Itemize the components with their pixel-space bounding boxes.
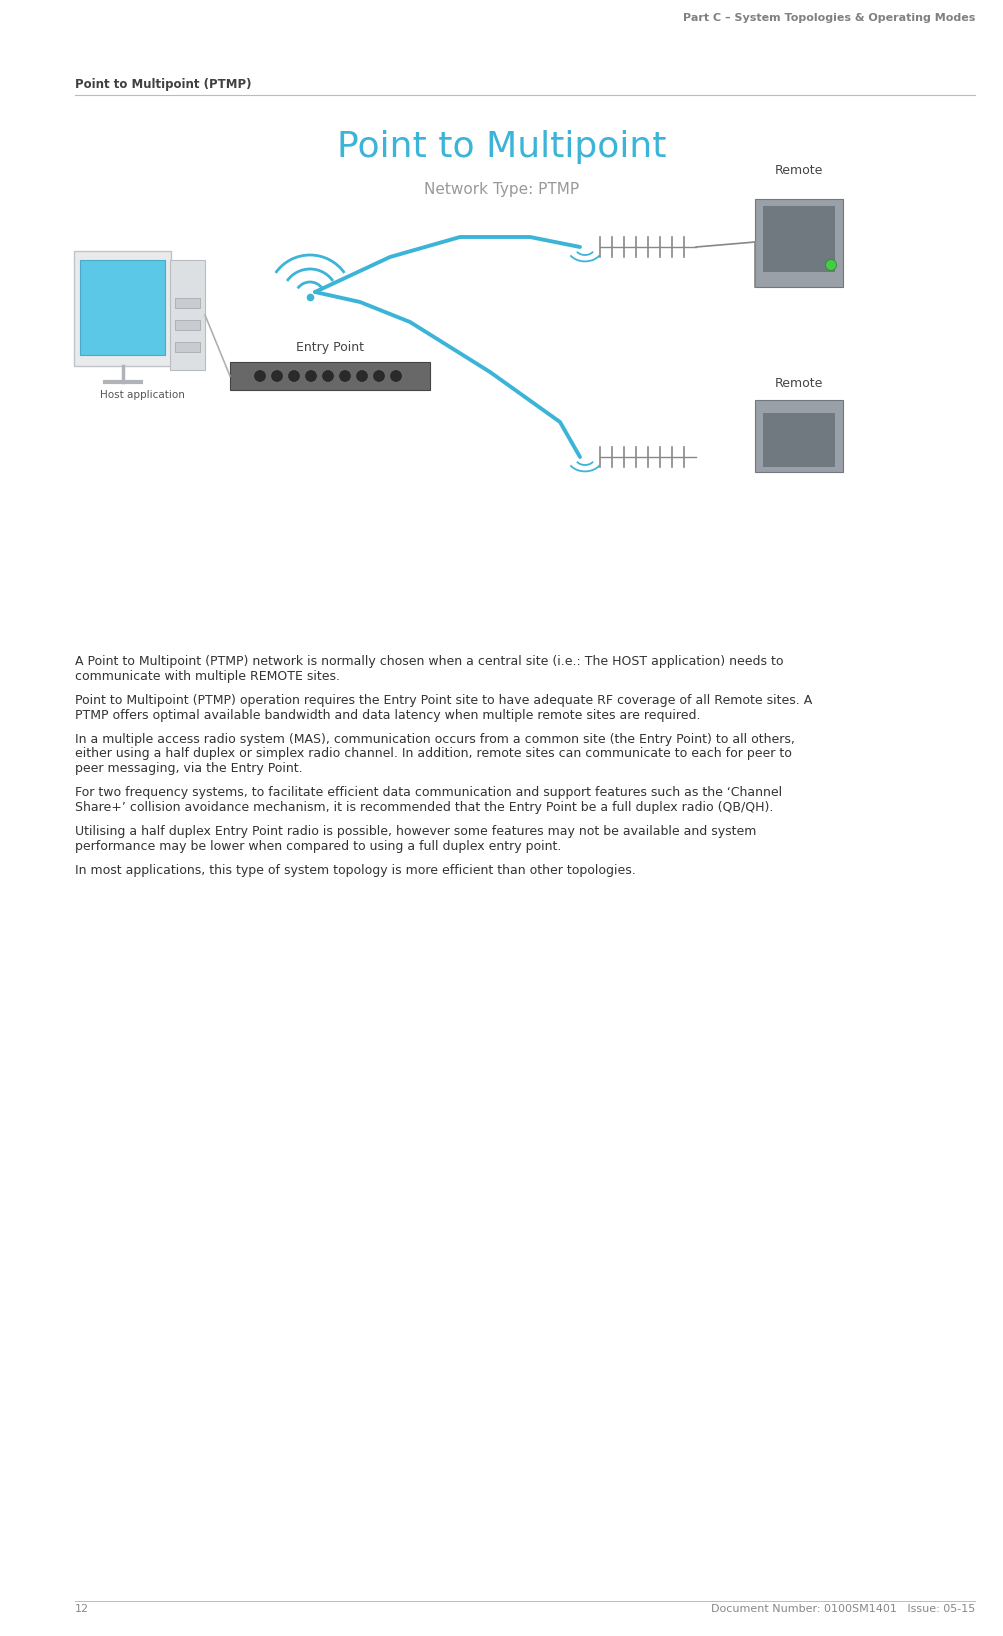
Text: Point to Multipoint: Point to Multipoint <box>337 129 666 164</box>
FancyBboxPatch shape <box>80 260 164 355</box>
FancyBboxPatch shape <box>754 399 843 473</box>
Text: In most applications, this type of system topology is more efficient than other : In most applications, this type of syste… <box>75 864 635 877</box>
FancyBboxPatch shape <box>230 362 429 389</box>
Circle shape <box>288 370 299 381</box>
Text: Remote: Remote <box>774 376 822 389</box>
Circle shape <box>824 260 835 270</box>
Circle shape <box>339 370 350 381</box>
Text: Entry Point: Entry Point <box>296 340 364 353</box>
Circle shape <box>322 370 333 381</box>
FancyBboxPatch shape <box>762 206 834 272</box>
Text: Part C – System Topologies & Operating Modes: Part C – System Topologies & Operating M… <box>682 13 974 23</box>
FancyBboxPatch shape <box>175 321 200 330</box>
Text: Share+’ collision avoidance mechanism, it is recommended that the Entry Point be: Share+’ collision avoidance mechanism, i… <box>75 802 772 815</box>
Text: Utilising a half duplex Entry Point radio is possible, however some features may: Utilising a half duplex Entry Point radi… <box>75 826 755 839</box>
Text: Network Type: PTMP: Network Type: PTMP <box>424 182 579 196</box>
Text: Point to Multipoint (PTMP) operation requires the Entry Point site to have adequ: Point to Multipoint (PTMP) operation req… <box>75 694 811 707</box>
Circle shape <box>271 370 282 381</box>
Text: PTMP offers optimal available bandwidth and data latency when multiple remote si: PTMP offers optimal available bandwidth … <box>75 708 700 721</box>
Text: A Point to Multipoint (PTMP) network is normally chosen when a central site (i.e: A Point to Multipoint (PTMP) network is … <box>75 654 782 667</box>
FancyBboxPatch shape <box>74 250 171 366</box>
Circle shape <box>390 370 401 381</box>
Circle shape <box>373 370 384 381</box>
Text: Point to Multipoint (PTMP): Point to Multipoint (PTMP) <box>75 79 251 92</box>
Text: Host application: Host application <box>100 389 185 399</box>
Text: For two frequency systems, to facilitate efficient data communication and suppor: For two frequency systems, to facilitate… <box>75 787 781 800</box>
FancyBboxPatch shape <box>175 298 200 308</box>
Text: Remote: Remote <box>774 164 822 177</box>
Text: communicate with multiple REMOTE sites.: communicate with multiple REMOTE sites. <box>75 669 340 682</box>
FancyBboxPatch shape <box>754 200 843 286</box>
FancyBboxPatch shape <box>175 342 200 352</box>
Text: 12: 12 <box>75 1603 89 1615</box>
Text: either using a half duplex or simplex radio channel. In addition, remote sites c: either using a half duplex or simplex ra… <box>75 748 791 761</box>
Text: performance may be lower when compared to using a full duplex entry point.: performance may be lower when compared t… <box>75 839 561 852</box>
FancyBboxPatch shape <box>170 260 205 370</box>
Text: Document Number: 0100SM1401   Issue: 05-15: Document Number: 0100SM1401 Issue: 05-15 <box>710 1603 974 1615</box>
Circle shape <box>254 370 265 381</box>
Text: peer messaging, via the Entry Point.: peer messaging, via the Entry Point. <box>75 762 302 775</box>
Circle shape <box>356 370 367 381</box>
Text: In a multiple access radio system (MAS), communication occurs from a common site: In a multiple access radio system (MAS),… <box>75 733 794 746</box>
Circle shape <box>305 370 316 381</box>
FancyBboxPatch shape <box>762 412 834 466</box>
